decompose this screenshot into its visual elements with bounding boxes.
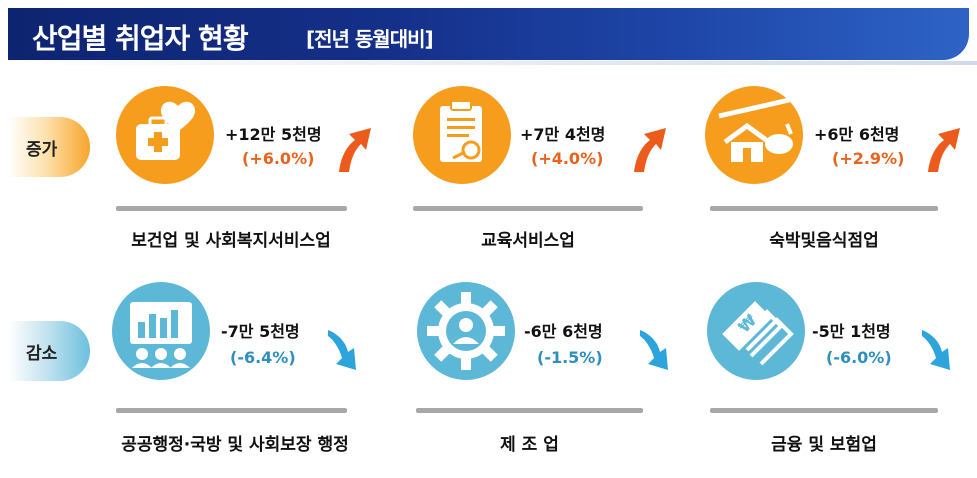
decrease-2-category: 제 조 업	[500, 435, 559, 455]
page-subtitle: [전년 동월대비]	[306, 27, 434, 51]
down-arrow-icon	[328, 330, 356, 370]
decrease-1-change: -7만 5천명	[221, 322, 300, 341]
up-arrow-icon	[339, 128, 371, 172]
decrease-1-pct: (-6.4%)	[230, 348, 296, 367]
tab-increase-label: 증가	[26, 139, 58, 160]
decrease-2-change: -6만 6천명	[524, 322, 603, 341]
decrease-2-pct: (-1.5%)	[537, 348, 603, 367]
decrease-3-category: 금융 및 보험업	[771, 435, 877, 455]
increase-1-pct: (+6.0%)	[242, 149, 315, 168]
increase-3-change: +6만 6천명	[814, 125, 900, 144]
banknotes-won-icon: ₩	[707, 282, 805, 380]
divider	[116, 408, 347, 413]
increase-2-pct: (+4.0%)	[531, 149, 604, 168]
decrease-3-change: -5만 1천명	[812, 322, 891, 341]
divider	[710, 206, 938, 211]
increase-1-change: +12만 5천명	[225, 125, 322, 144]
increase-3-pct: (+2.9%)	[832, 149, 905, 168]
divider	[710, 408, 938, 413]
increase-2-category: 교육서비스업	[481, 231, 575, 251]
tab-decrease: 감소	[8, 321, 90, 381]
divider	[116, 206, 347, 211]
divider	[416, 408, 643, 413]
decrease-3-pct: (-6.0%)	[826, 348, 892, 367]
increase-1-category: 보건업 및 사회복지서비스업	[131, 231, 331, 251]
increase-3-category: 숙박및음식점업	[769, 231, 879, 251]
increase-2-change: +7만 4천명	[520, 125, 606, 144]
house-food-icon	[705, 86, 803, 184]
title-bar: 산업별 취업자 현황 [전년 동월대비]	[2, 8, 977, 65]
tab-increase: 증가	[8, 117, 90, 177]
page-title: 산업별 취업자 현황	[32, 22, 249, 55]
down-arrow-icon	[922, 330, 950, 370]
decrease-1-category: 공공행정·국방 및 사회보장 행정	[121, 435, 349, 455]
medical-kit-heart-icon	[116, 86, 214, 184]
gear-worker-icon	[417, 282, 515, 380]
clipboard-document-icon	[413, 86, 511, 184]
divider	[413, 206, 643, 211]
up-arrow-icon	[634, 128, 666, 172]
down-arrow-icon	[640, 330, 668, 370]
up-arrow-icon	[928, 128, 960, 172]
tab-decrease-label: 감소	[26, 343, 58, 364]
presentation-board-icon	[112, 282, 210, 380]
